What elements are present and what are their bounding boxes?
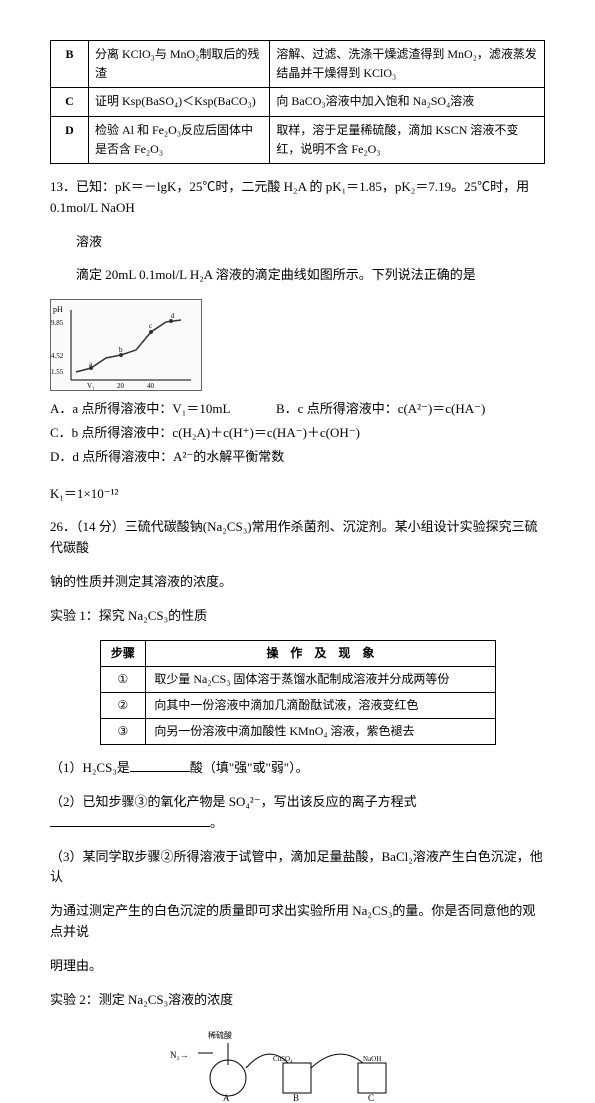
row-c-right: 向 BaCO₃溶液中加入饱和 Na₂SO₄溶液 (270, 88, 545, 116)
q13-stem1: 已知：pK＝－lgK，25℃时，二元酸 H₂A 的 pK₁＝1.85，pK₂＝7… (50, 179, 529, 215)
svg-text:1.55: 1.55 (51, 368, 64, 376)
steps-header: 步骤 操 作 及 现 象 (100, 640, 495, 666)
row-b-right: 溶解、过滤、洗涤干燥滤渣得到 MnO₂，滤液蒸发结晶并干燥得到 KClO₃ (270, 41, 545, 88)
q13-stem2: 溶液 (50, 232, 545, 253)
step3-n: ③ (100, 719, 146, 745)
svg-text:CuSO₄: CuSO₄ (273, 1055, 293, 1063)
svg-text:pH: pH (53, 305, 63, 314)
svg-text:稀硫酸: 稀硫酸 (208, 1030, 232, 1040)
q26-exp1: 实验 1：探究 Na₂CS₃的性质 (50, 606, 545, 627)
sub3b: 为通过测定产生的白色沉淀的质量即可求出实验所用 Na₂CS₃的量。你是否同意他的… (50, 901, 545, 943)
svg-text:A: A (223, 1093, 230, 1103)
q13-options: A．a 点所得溶液中：V₁＝10mL B．c 点所得溶液中：c(A²⁻)＝c(H… (50, 399, 545, 470)
q26-stem: 26．（14 分）三硫代碳酸钠(Na₂CS₃)常用作杀菌剂、沉淀剂。某小组设计实… (50, 517, 545, 559)
step-row: ① 取少量 Na₂CS₃ 固体溶于蒸馏水配制成溶液并分成两等份 (100, 666, 495, 692)
question-13: 13．已知：pK＝－lgK，25℃时，二元酸 H₂A 的 pK₁＝1.85，pK… (50, 177, 545, 504)
step2-n: ② (100, 692, 146, 718)
sub2: （2）已知步骤③的氧化产物是 SO₄²⁻，写出该反应的离子方程式。 (50, 792, 545, 834)
step-row: ③ 向另一份溶液中滴加酸性 KMnO₄ 溶液，紫色褪去 (100, 719, 495, 745)
apparatus-svg: N₂→ A 稀硫酸 B CuSO₄ C NaOH (168, 1023, 428, 1103)
svg-text:40: 40 (147, 382, 155, 390)
table-row: C 证明 Ksp(BaSO₄)＜Ksp(BaCO₃) 向 BaCO₃溶液中加入饱… (51, 88, 545, 116)
q26-exp2: 实验 2：测定 Na₂CS₃溶液的浓度 (50, 990, 545, 1011)
graph-svg: pH 9.85 4.52 1.55 V₁ 20 40 a b c d (51, 300, 201, 390)
q13-line1: 13．已知：pK＝－lgK，25℃时，二元酸 H₂A 的 pK₁＝1.85，pK… (50, 177, 545, 219)
svg-text:NaOH: NaOH (363, 1055, 381, 1063)
svg-text:C: C (368, 1093, 374, 1103)
row-b-label: B (51, 41, 89, 88)
sub3c: 明理由。 (50, 956, 545, 977)
row-d-left: 检验 Al 和 Fe₂O₃反应后固体中是否含 Fe₂O₃ (89, 116, 270, 163)
svg-text:4.52: 4.52 (51, 352, 64, 360)
row-d-label: D (51, 116, 89, 163)
q26-num: 26． (50, 519, 76, 534)
row-c-label: C (51, 88, 89, 116)
steps-h2: 操 作 及 现 象 (146, 640, 495, 666)
q26-marks: （14 分） (76, 519, 125, 534)
q13-stem3: 滴定 20mL 0.1mol/L H₂A 溶液的滴定曲线如图所示。下列说法正确的… (50, 265, 545, 286)
titration-graph: pH 9.85 4.52 1.55 V₁ 20 40 a b c d (50, 299, 202, 391)
sub1: （1）H₂CS₃是酸（填"强"或"弱"）。 (50, 758, 545, 779)
q13-num: 13． (50, 179, 76, 194)
steps-table: 步骤 操 作 及 现 象 ① 取少量 Na₂CS₃ 固体溶于蒸馏水配制成溶液并分… (100, 640, 496, 746)
svg-text:20: 20 (117, 382, 125, 390)
opt-c: C．b 点所得溶液中：c(H₂A)＋c(H⁺)＝c(HA⁻)＋c(OH⁻) (50, 423, 360, 444)
step-row: ② 向其中一份溶液中滴加几滴酚酞试液，溶液变红色 (100, 692, 495, 718)
table-row: B 分离 KClO₃与 MnO₂制取后的残渣 溶解、过滤、洗涤干燥滤渣得到 Mn… (51, 41, 545, 88)
opt-a: A．a 点所得溶液中：V₁＝10mL (50, 399, 273, 420)
svg-text:B: B (293, 1093, 299, 1103)
step1-n: ① (100, 666, 146, 692)
question-26: 26．（14 分）三硫代碳酸钠(Na₂CS₃)常用作杀菌剂、沉淀剂。某小组设计实… (50, 517, 545, 1103)
q26-stem2: 钠的性质并测定其溶液的浓度。 (50, 572, 545, 593)
step2-t: 向其中一份溶液中滴加几滴酚酞试液，溶液变红色 (146, 692, 495, 718)
svg-text:c: c (149, 322, 152, 330)
svg-text:d: d (171, 312, 175, 320)
opt-b: B．c 点所得溶液中：c(A²⁻)＝c(HA⁻) (276, 399, 499, 420)
blank-1 (130, 771, 190, 772)
step3-t: 向另一份溶液中滴加酸性 KMnO₄ 溶液，紫色褪去 (146, 719, 495, 745)
row-d-right: 取样，溶于足量稀硫酸，滴加 KSCN 溶液不变红，说明不含 Fe₂O₃ (270, 116, 545, 163)
table-row: D 检验 Al 和 Fe₂O₃反应后固体中是否含 Fe₂O₃ 取样，溶于足量稀硫… (51, 116, 545, 163)
svg-text:N₂→: N₂→ (170, 1050, 189, 1060)
options-table: B 分离 KClO₃与 MnO₂制取后的残渣 溶解、过滤、洗涤干燥滤渣得到 Mn… (50, 40, 545, 164)
q13-tail: K₁＝1×10⁻¹² (50, 484, 545, 505)
svg-text:9.85: 9.85 (51, 319, 64, 327)
step1-t: 取少量 Na₂CS₃ 固体溶于蒸馏水配制成溶液并分成两等份 (146, 666, 495, 692)
blank-2 (50, 826, 210, 827)
steps-h1: 步骤 (100, 640, 146, 666)
sub3a: （3）某同学取步骤②所得溶液于试管中，滴加足量盐酸，BaCl₂溶液产生白色沉淀，… (50, 847, 545, 889)
row-c-left: 证明 Ksp(BaSO₄)＜Ksp(BaCO₃) (89, 88, 270, 116)
svg-text:b: b (119, 346, 123, 354)
opt-d: D．d 点所得溶液中：A²⁻的水解平衡常数 (50, 447, 284, 468)
row-b-left: 分离 KClO₃与 MnO₂制取后的残渣 (89, 41, 270, 88)
svg-text:V₁: V₁ (87, 382, 95, 390)
